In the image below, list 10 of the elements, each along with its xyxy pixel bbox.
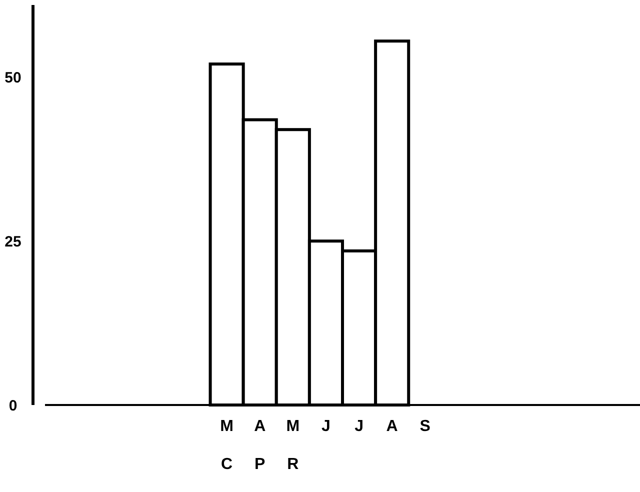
y-tick-label: 0 [8,397,18,414]
x-tick-label: J [354,418,364,435]
x-tick-label: S [420,418,431,435]
x-tick-label: A [386,418,398,435]
category-label: AP [254,418,266,473]
category-label: MR [286,418,300,473]
x-tick-label: J [322,418,330,435]
category-label: MC [220,418,234,473]
y-tick-label: 50 [4,69,22,86]
y-tick-label: 25 [4,233,22,250]
